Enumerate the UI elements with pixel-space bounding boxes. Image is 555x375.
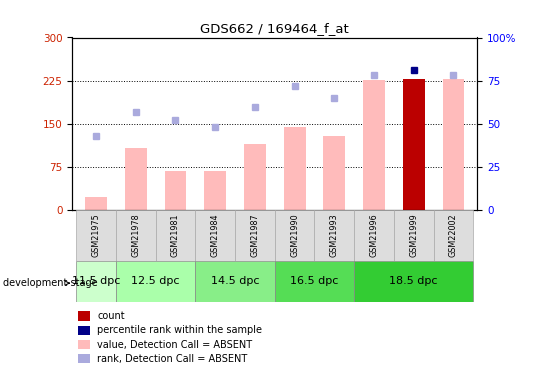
Text: 14.5 dpc: 14.5 dpc bbox=[211, 276, 259, 286]
Bar bbox=[244, 144, 266, 210]
Text: GSM21987: GSM21987 bbox=[250, 213, 259, 257]
Text: 16.5 dpc: 16.5 dpc bbox=[290, 276, 339, 286]
Text: 12.5 dpc: 12.5 dpc bbox=[132, 276, 180, 286]
Bar bbox=[125, 148, 147, 210]
Text: GSM21996: GSM21996 bbox=[370, 213, 379, 257]
Text: GSM22002: GSM22002 bbox=[449, 213, 458, 257]
Text: 18.5 dpc: 18.5 dpc bbox=[390, 276, 438, 286]
Bar bbox=[195, 210, 235, 261]
Text: GSM21981: GSM21981 bbox=[171, 214, 180, 257]
Bar bbox=[116, 210, 155, 261]
Bar bbox=[315, 210, 354, 261]
Bar bbox=[85, 197, 107, 210]
Bar bbox=[204, 171, 226, 210]
Text: percentile rank within the sample: percentile rank within the sample bbox=[97, 326, 262, 335]
Text: GSM21999: GSM21999 bbox=[409, 213, 418, 257]
Bar bbox=[394, 210, 433, 261]
Bar bbox=[76, 210, 116, 261]
Bar bbox=[324, 136, 345, 210]
Text: GSM21978: GSM21978 bbox=[131, 213, 140, 257]
Bar bbox=[76, 261, 116, 302]
Bar bbox=[116, 261, 195, 302]
Text: value, Detection Call = ABSENT: value, Detection Call = ABSENT bbox=[97, 340, 253, 350]
Bar bbox=[354, 210, 394, 261]
Bar bbox=[354, 261, 473, 302]
Title: GDS662 / 169464_f_at: GDS662 / 169464_f_at bbox=[200, 22, 349, 35]
Text: count: count bbox=[97, 311, 125, 321]
Bar bbox=[275, 210, 315, 261]
Bar bbox=[155, 210, 195, 261]
Text: GSM21993: GSM21993 bbox=[330, 213, 339, 257]
Text: development stage: development stage bbox=[3, 278, 97, 288]
Text: GSM21975: GSM21975 bbox=[92, 213, 100, 257]
Bar bbox=[442, 79, 465, 210]
Text: 11.5 dpc: 11.5 dpc bbox=[72, 276, 120, 286]
Bar bbox=[195, 261, 275, 302]
Bar bbox=[403, 79, 425, 210]
Text: GSM21990: GSM21990 bbox=[290, 213, 299, 257]
Bar bbox=[433, 210, 473, 261]
Bar bbox=[284, 127, 305, 210]
Bar bbox=[363, 80, 385, 210]
Bar bbox=[275, 261, 354, 302]
Bar bbox=[235, 210, 275, 261]
Text: rank, Detection Call = ABSENT: rank, Detection Call = ABSENT bbox=[97, 354, 248, 364]
Bar bbox=[164, 171, 186, 210]
Text: GSM21984: GSM21984 bbox=[211, 214, 220, 257]
